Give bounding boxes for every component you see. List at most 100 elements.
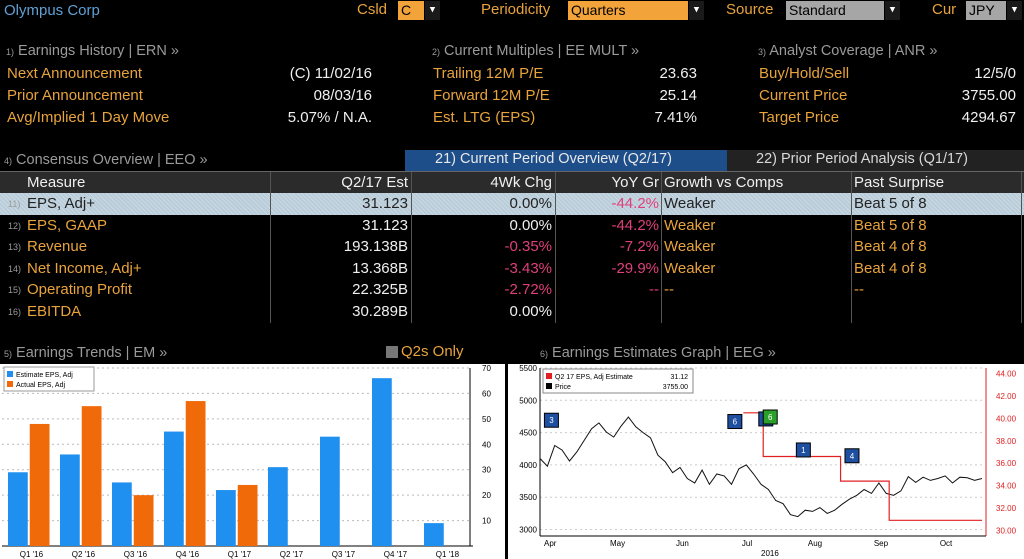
x-tick-label: Jul [742, 539, 752, 548]
row-measure[interactable]: Revenue [27, 238, 88, 256]
legend-value-estimate: 31.12 [670, 374, 688, 381]
estimates-graph-num: 6) [540, 349, 549, 359]
row-estimate: 193.138B [343, 238, 408, 256]
legend-label-price: Price [555, 384, 571, 391]
table-header: Measure Q2/17 Est 4Wk Chg YoY Gr Growth … [0, 172, 1024, 193]
x-tick-label: Q3 '16 [124, 550, 148, 559]
next-announcement-label: Next Announcement [7, 65, 143, 82]
estimate-bar [372, 378, 392, 546]
row-measure[interactable]: Net Income, Adj+ [27, 259, 142, 277]
actual-bar [133, 495, 154, 546]
table-row[interactable]: 11) EPS, Adj+ 31.123 0.00% -44.2% Weaker… [0, 193, 1024, 215]
col-header-measure[interactable]: Measure [27, 174, 86, 191]
col-header-estimate[interactable]: Q2/17 Est [341, 174, 408, 191]
current-multiples-heading[interactable]: 2) Current Multiples | EE MULT » [432, 43, 639, 59]
tab-prior-period-label: 22) Prior Period Analysis (Q1/17) [756, 151, 968, 167]
col-header-yoy[interactable]: YoY Gr [611, 174, 659, 191]
forward-pe-value: 25.14 [659, 87, 697, 104]
estimate-bar [112, 482, 132, 546]
estimates-graph-title[interactable]: Earnings Estimates Graph | EEG » [552, 345, 776, 361]
y-tick-label: 10 [482, 517, 491, 526]
trailing-pe-value: 23.63 [659, 65, 697, 82]
left-tick-label: 5000 [519, 396, 537, 405]
q2s-only-checkbox[interactable] [386, 346, 398, 358]
col-header-growth[interactable]: Growth vs Comps [664, 174, 784, 191]
source-dropdown[interactable]: Standard [786, 1, 884, 20]
legend-box [542, 368, 694, 394]
estimates-graph-heading[interactable]: 6) Earnings Estimates Graph | EEG » [540, 345, 776, 361]
legend-swatch-actual [7, 381, 13, 387]
row-surprise: Beat 5 of 8 [854, 216, 927, 234]
q2s-only-label[interactable]: Q2s Only [401, 343, 464, 360]
earnings-history-heading[interactable]: 1) Earnings History | ERN » [6, 43, 179, 59]
ltg-eps-value: 7.41% [654, 109, 697, 126]
estimate-bar [320, 436, 340, 546]
row-measure[interactable]: EPS, GAAP [27, 216, 108, 234]
csld-dropdown[interactable]: C [398, 1, 424, 20]
table-row[interactable]: 16) EBITDA 30.289B 0.00% [0, 301, 1024, 323]
current-price-label: Current Price [759, 87, 848, 104]
row-measure[interactable]: EBITDA [27, 303, 82, 320]
y-tick-label: 70 [482, 364, 491, 373]
row-growth: Weaker [664, 259, 716, 277]
x-tick-label: Oct [940, 539, 953, 548]
legend-label-estimate: Estimate EPS, Adj [16, 372, 73, 379]
row-growth: Weaker [664, 216, 716, 234]
row-estimate: 31.123 [362, 216, 408, 234]
source-dropdown-arrow-icon[interactable]: ▼ [885, 1, 900, 20]
periodicity-dropdown-arrow-icon[interactable]: ▼ [689, 1, 704, 20]
table-row[interactable]: 13) Revenue 193.138B -0.35% -7.2% Weaker… [0, 236, 1024, 258]
next-announcement-value: (C) 11/02/16 [289, 65, 372, 82]
row-4wk-chg: 0.00% [509, 216, 552, 234]
left-tick-label: 5500 [519, 364, 537, 373]
earnings-trends-heading[interactable]: 5) Earnings Trends | EM » [4, 345, 167, 361]
consensus-title[interactable]: Consensus Overview | EEO » [16, 152, 208, 168]
right-tick-label: 36.00 [996, 459, 1017, 468]
analyst-coverage-title[interactable]: Analyst Coverage | ANR » [769, 43, 938, 59]
tab-prior-period[interactable]: 22) Prior Period Analysis (Q1/17) [727, 150, 1024, 171]
row-measure[interactable]: EPS, Adj+ [27, 195, 95, 212]
row-number: 11) [8, 199, 21, 209]
y-tick-label: 30 [482, 466, 491, 475]
table-row[interactable]: 12) EPS, GAAP 31.123 0.00% -44.2% Weaker… [0, 215, 1024, 237]
legend-swatch-estimate [7, 371, 13, 377]
table-row[interactable]: 15) Operating Profit 22.325B -2.72% -- -… [0, 279, 1024, 301]
col-header-4wk-chg[interactable]: 4Wk Chg [490, 174, 552, 191]
implied-move-value: 5.07% / N.A. [287, 109, 372, 126]
row-surprise: Beat 5 of 8 [854, 195, 927, 212]
x-tick-label: Q1 '18 [436, 550, 460, 559]
col-header-surprise[interactable]: Past Surprise [854, 174, 945, 191]
x-tick-label: Q4 '16 [176, 550, 200, 559]
event-marker [762, 409, 778, 425]
csld-dropdown-arrow-icon[interactable]: ▼ [425, 1, 440, 20]
security-name[interactable]: Olympus Corp [4, 2, 100, 19]
chart-background [508, 364, 1024, 559]
row-measure[interactable]: Operating Profit [27, 281, 133, 299]
currency-dropdown[interactable]: JPY [966, 1, 1006, 20]
estimate-bar [216, 490, 236, 546]
current-multiples-title[interactable]: Current Multiples | EE MULT » [444, 43, 640, 59]
tab-current-period[interactable]: 21) Current Period Overview (Q2/17) [405, 150, 727, 171]
row-growth: Weaker [664, 238, 716, 256]
actual-bar [237, 484, 258, 546]
x-year-label: 2016 [761, 549, 779, 558]
row-number: 14) [8, 263, 22, 274]
event-marker [727, 414, 743, 430]
estimate-bar [424, 523, 444, 546]
row-yoy: -44.2% [611, 195, 659, 212]
currency-label: Cur [932, 1, 957, 18]
table-row[interactable]: 14) Net Income, Adj+ 13.368B -3.43% -29.… [0, 258, 1024, 280]
row-estimate: 31.123 [362, 195, 408, 212]
event-marker-label: 4 [850, 452, 855, 461]
periodicity-dropdown[interactable]: Quarters [568, 1, 688, 20]
currency-dropdown-arrow-icon[interactable]: ▼ [1007, 1, 1022, 20]
earnings-trends-chart: 10 20 30 40 50 60 70 Q1 '16 Q2 '16 Q3 '16 Q4 '16 Q1… [0, 364, 505, 559]
y-tick-label: 20 [482, 491, 491, 500]
x-tick-label: Q3 '17 [332, 550, 356, 559]
x-tick-label: Aug [808, 539, 822, 548]
earnings-trends-title[interactable]: Earnings Trends | EM » [16, 345, 168, 361]
earnings-history-title[interactable]: Earnings History | ERN » [18, 43, 179, 59]
analyst-coverage-heading[interactable]: 3) Analyst Coverage | ANR » [758, 43, 937, 59]
row-growth: Weaker [664, 195, 716, 212]
consensus-heading[interactable]: 4) Consensus Overview | EEO » [4, 152, 208, 168]
